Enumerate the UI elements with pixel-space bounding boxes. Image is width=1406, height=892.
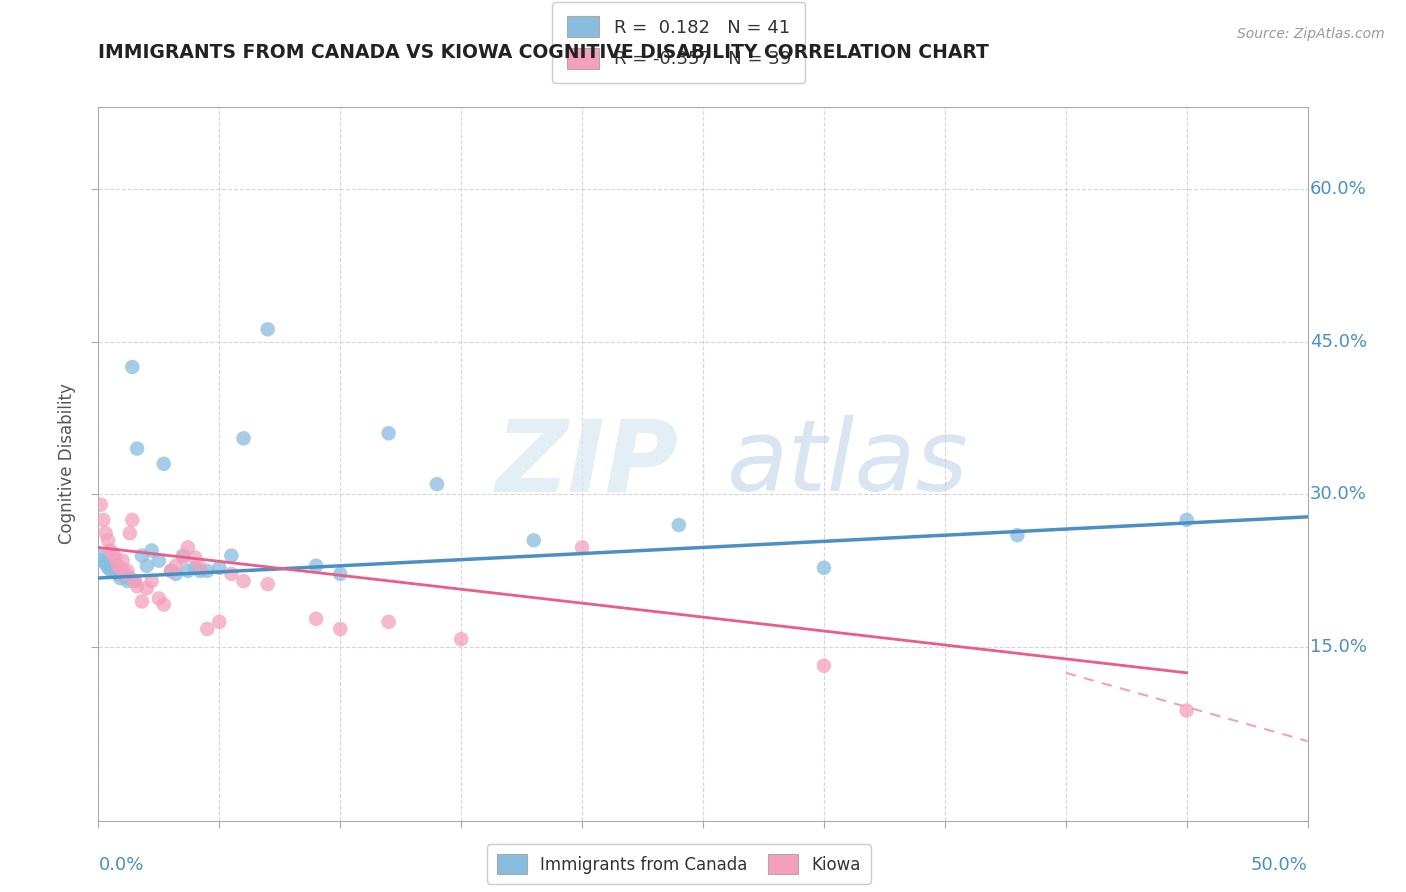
Point: [160, 564, 183, 578]
Y-axis label: Cognitive Disability: Cognitive Disability: [58, 384, 76, 544]
Point: [141, 543, 163, 558]
Point: [104, 550, 127, 565]
Point: [90, 549, 112, 563]
Text: IMMIGRANTS FROM CANADA VS KIOWA COGNITIVE DISABILITY CORRELATION CHART: IMMIGRANTS FROM CANADA VS KIOWA COGNITIV…: [98, 44, 990, 62]
Point: [329, 566, 352, 581]
Point: [100, 563, 122, 577]
Text: atlas: atlas: [727, 416, 969, 512]
Point: [107, 558, 129, 573]
Point: [1175, 513, 1198, 527]
Point: [208, 561, 231, 575]
Point: [195, 564, 218, 578]
Point: [188, 564, 211, 578]
Point: [232, 431, 254, 445]
Point: [221, 549, 243, 563]
Point: [117, 564, 139, 578]
Text: 45.0%: 45.0%: [1310, 333, 1367, 351]
Point: [426, 477, 449, 491]
Point: [124, 574, 146, 588]
Point: [1175, 704, 1198, 718]
Point: [256, 322, 278, 336]
Text: 30.0%: 30.0%: [1310, 485, 1367, 503]
Point: [117, 574, 139, 588]
Point: [329, 622, 352, 636]
Point: [94, 557, 117, 571]
Point: [165, 558, 187, 573]
Point: [813, 658, 835, 673]
Point: [141, 574, 163, 588]
Point: [101, 547, 124, 561]
Point: [184, 550, 207, 565]
Point: [114, 566, 136, 581]
Point: [124, 574, 146, 588]
Point: [91, 513, 114, 527]
Point: [148, 554, 170, 568]
Point: [172, 549, 194, 563]
Point: [100, 543, 122, 558]
Point: [668, 518, 690, 533]
Point: [165, 566, 187, 581]
Point: [221, 566, 243, 581]
Point: [121, 513, 143, 527]
Point: [97, 533, 120, 548]
Point: [152, 457, 174, 471]
Point: [256, 577, 278, 591]
Text: 50.0%: 50.0%: [1251, 856, 1308, 874]
Point: [148, 591, 170, 606]
Point: [177, 541, 200, 555]
Point: [377, 426, 399, 441]
Text: 15.0%: 15.0%: [1310, 639, 1367, 657]
Point: [114, 569, 136, 583]
Point: [94, 526, 117, 541]
Point: [1007, 528, 1029, 542]
Point: [152, 598, 174, 612]
Point: [131, 549, 153, 563]
Point: [523, 533, 546, 548]
Point: [160, 564, 183, 578]
Point: [121, 359, 143, 374]
Point: [101, 558, 124, 573]
Point: [184, 561, 207, 575]
Point: [450, 632, 472, 647]
Text: 0.0%: 0.0%: [98, 856, 143, 874]
Point: [107, 566, 129, 581]
Point: [377, 615, 399, 629]
Point: [90, 498, 112, 512]
Point: [232, 574, 254, 588]
Legend: Immigrants from Canada, Kiowa: Immigrants from Canada, Kiowa: [486, 845, 870, 884]
Point: [118, 571, 141, 585]
Point: [135, 581, 157, 595]
Point: [305, 558, 328, 573]
Point: [813, 561, 835, 575]
Point: [108, 561, 131, 575]
Point: [97, 561, 120, 575]
Point: [91, 554, 114, 568]
Point: [571, 541, 593, 555]
Text: ZIP: ZIP: [496, 416, 679, 512]
Point: [104, 564, 127, 578]
Point: [172, 550, 194, 565]
Point: [111, 564, 134, 578]
Point: [131, 594, 153, 608]
Point: [108, 571, 131, 585]
Point: [118, 526, 141, 541]
Point: [195, 622, 218, 636]
Point: [305, 612, 328, 626]
Text: 60.0%: 60.0%: [1310, 179, 1367, 198]
Point: [127, 579, 149, 593]
Point: [177, 564, 200, 578]
Point: [188, 561, 211, 575]
Point: [135, 558, 157, 573]
Point: [208, 615, 231, 629]
Point: [127, 442, 149, 456]
Text: Source: ZipAtlas.com: Source: ZipAtlas.com: [1237, 27, 1385, 41]
Point: [111, 554, 134, 568]
